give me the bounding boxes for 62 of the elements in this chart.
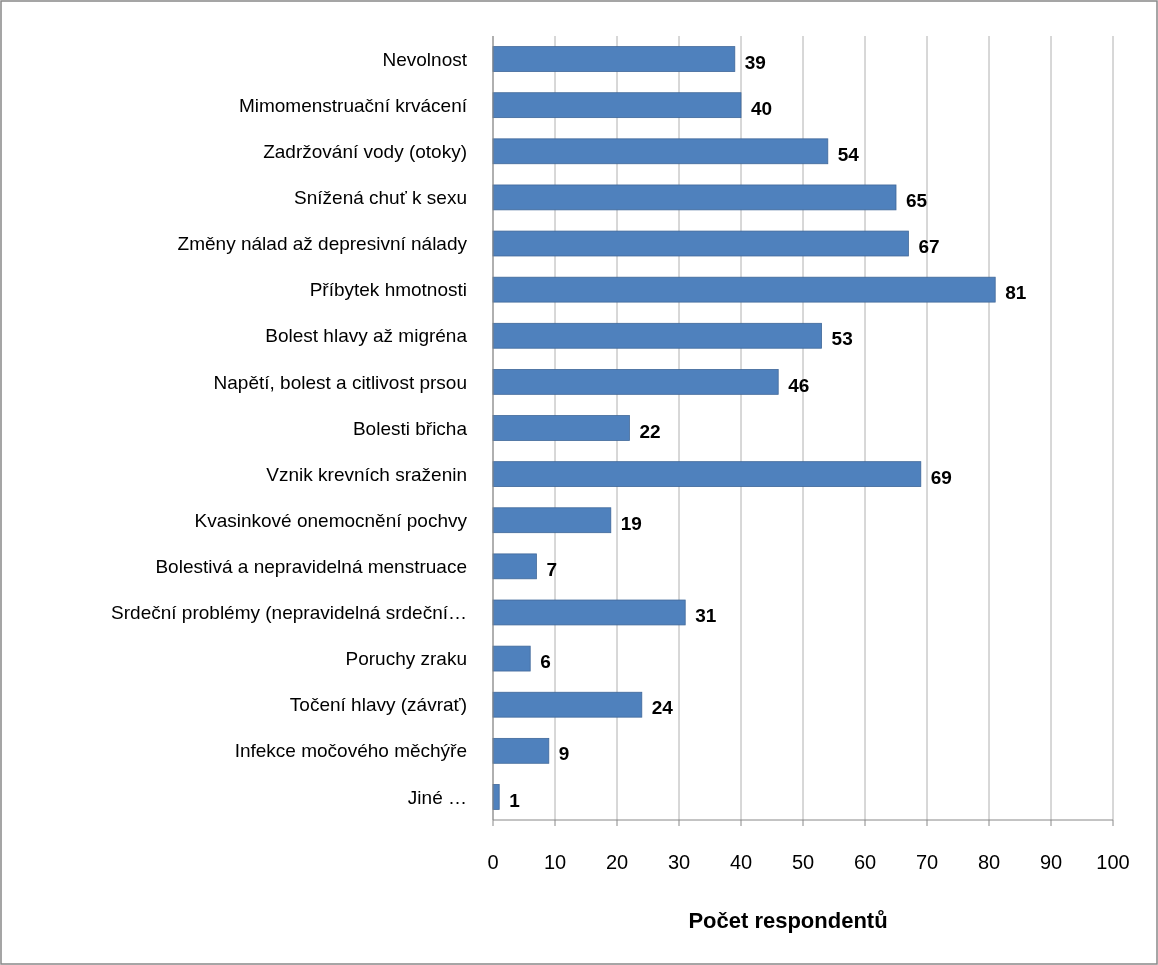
data-label: 40: [751, 97, 773, 119]
data-label: 7: [546, 559, 557, 580]
data-label: 6: [540, 651, 551, 673]
data-label: 46: [788, 374, 810, 396]
y-tick-label: Příbytek hmotnosti: [309, 279, 467, 301]
data-label: 1: [509, 789, 521, 811]
bar: [492, 415, 630, 441]
bar: [492, 184, 897, 211]
y-tick-label: Bolesti břicha: [352, 417, 468, 439]
x-tick-label: 10: [543, 851, 567, 873]
y-tick-label: Poruchy zraku: [345, 648, 467, 670]
y-tick-label: Změny nálad až depresivní nálady: [177, 233, 468, 255]
data-label: 22: [639, 420, 661, 442]
bar: [492, 46, 736, 72]
x-axis-title: Počet respondentů: [688, 908, 888, 933]
data-label: 54: [837, 143, 860, 165]
x-tick-label: 20: [605, 851, 629, 873]
bar: [492, 461, 922, 487]
bar: [492, 553, 537, 580]
x-tick-label: 30: [667, 851, 691, 873]
data-label: 65: [906, 190, 928, 212]
y-tick-label: Mimomenstruační krvácení: [238, 94, 468, 116]
bar: [492, 322, 822, 349]
bar: [492, 92, 742, 119]
y-tick-label: Zadržování vody (otoky): [263, 140, 467, 162]
data-label: 31: [695, 605, 717, 627]
x-tick-label: 40: [729, 851, 753, 873]
y-tick-label: Bolest hlavy až migréna: [265, 325, 468, 347]
bar: [492, 138, 829, 165]
data-label: 9: [558, 743, 570, 765]
y-tick-label: Snížená chuť k sexu: [294, 187, 467, 209]
data-label: 24: [651, 697, 674, 719]
data-label: 67: [918, 236, 940, 258]
x-tick-label: 50: [791, 851, 815, 873]
y-tick-label: Jiné …: [407, 786, 467, 808]
bar: [492, 691, 643, 718]
x-tick-label: 100: [1096, 851, 1130, 873]
y-tick-label: Srdeční problémy (nepravidelná srdeční…: [111, 602, 467, 624]
x-tick-label: 90: [1039, 851, 1063, 873]
data-label: 53: [831, 328, 853, 350]
y-tick-label: Kvasinkové onemocnění pochvy: [194, 509, 468, 531]
x-tick-label: 0: [487, 851, 499, 873]
x-tick-label: 70: [915, 851, 939, 873]
y-tick-label: Vznik krevních sraženin: [266, 463, 467, 485]
x-tick-label: 80: [977, 851, 1001, 873]
data-label: 69: [930, 466, 952, 488]
x-tick-label: 60: [853, 851, 877, 873]
y-tick-label: Točení hlavy (závrať): [289, 694, 467, 716]
bar: [492, 276, 996, 303]
y-tick-label: Infekce močového měchýře: [234, 740, 467, 762]
bar: [492, 737, 550, 764]
data-label: 39: [744, 51, 766, 73]
bar: [492, 645, 531, 672]
y-tick-label: Nevolnost: [382, 48, 468, 70]
data-label: 81: [1005, 282, 1027, 304]
data-label: 19: [620, 512, 642, 534]
bar: [492, 230, 909, 257]
y-tick-label: Bolestivá a nepravidelná menstruace: [155, 556, 467, 577]
bar: [492, 369, 779, 395]
bar: [492, 507, 612, 534]
bar: [492, 599, 686, 626]
y-tick-label: Napětí, bolest a citlivost prsou: [213, 371, 467, 393]
